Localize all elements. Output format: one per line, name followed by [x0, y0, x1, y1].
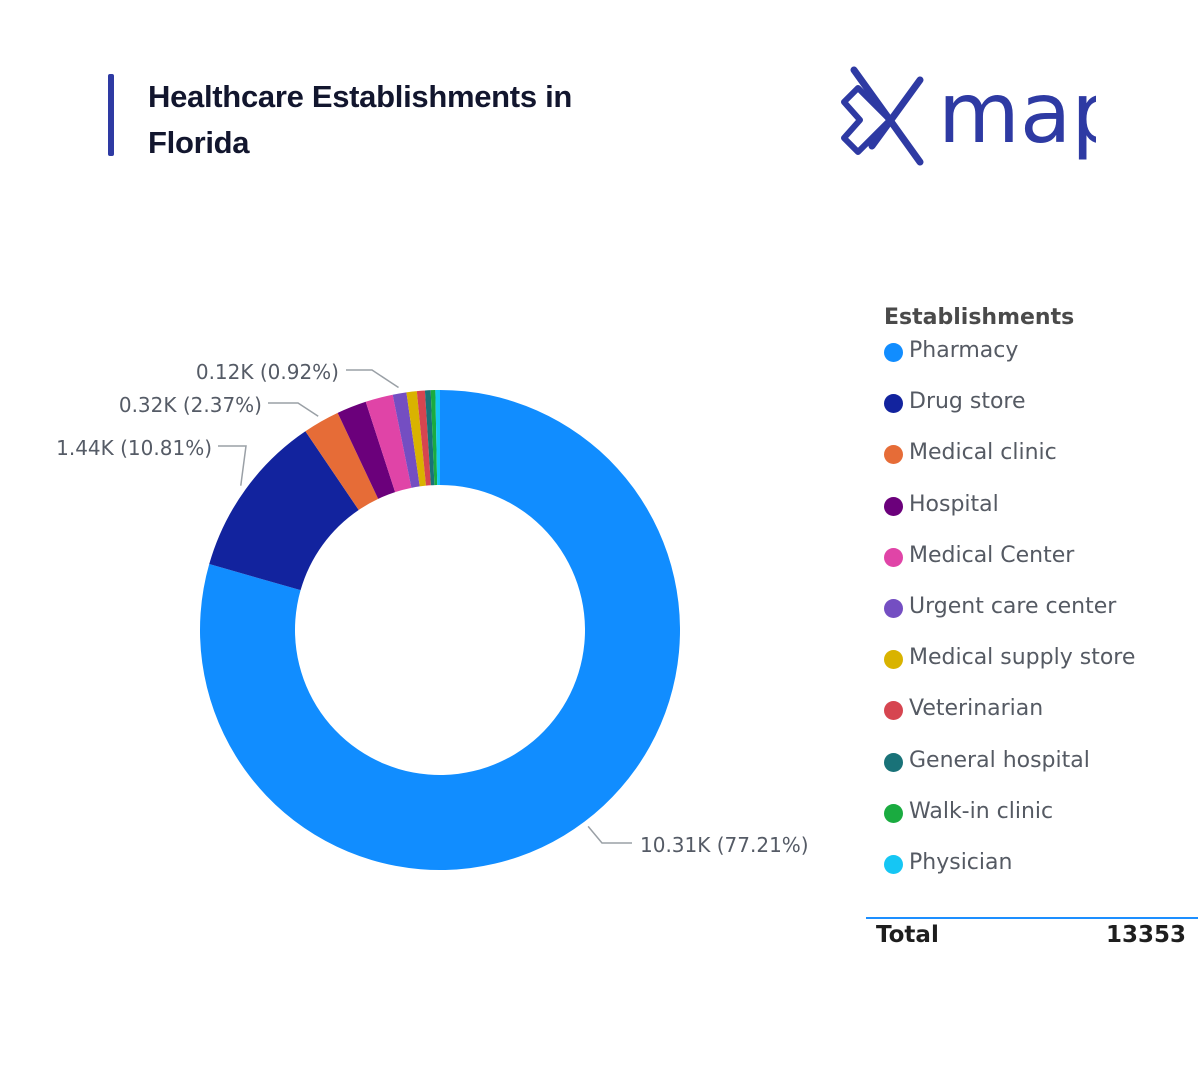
total-value: 13353 — [1105, 922, 1186, 948]
legend-item-medical-clinic[interactable]: Medical clinic — [884, 438, 1194, 489]
donut-slices — [200, 390, 680, 870]
logo-wordmark: map — [938, 64, 1096, 162]
slice-veterinarian[interactable] — [416, 390, 431, 486]
slice-physician[interactable] — [435, 390, 440, 486]
legend-dot-icon — [884, 854, 903, 874]
slice-drug-store[interactable] — [209, 431, 359, 591]
donut-chart: 10.31K (77.21%) 1.44K (10.81%) 0.32K (2.37… — [56, 360, 809, 870]
legend-item-physician[interactable]: Physician — [884, 848, 1194, 899]
legend-label: Veterinarian — [909, 696, 1044, 722]
leader-line-medical-clinic — [268, 402, 319, 417]
legend-items: Pharmacy Drug store Medical clinic Hospital… — [884, 336, 1194, 899]
donut-data-labels: 10.31K (77.21%) 1.44K (10.81%) 0.32K (2.37… — [56, 360, 808, 857]
legend-dot-icon — [884, 445, 903, 465]
legend-label: General hospital — [909, 747, 1090, 773]
data-label-pharmacy: 10.31K (77.21%) — [640, 833, 809, 857]
slice-walk-in-clinic[interactable] — [430, 390, 438, 486]
leader-line-drug-store — [218, 445, 247, 486]
data-label-medical-clinic: 0.32K (2.37%) — [119, 393, 262, 417]
data-label-urgent-care-center: 0.12K (0.92%) — [196, 360, 339, 384]
legend-label: Medical supply store — [909, 645, 1136, 671]
legend-title: Establishments — [884, 305, 1075, 330]
legend-item-drug-store[interactable]: Drug store — [884, 387, 1194, 438]
legend-label: Medical Center — [909, 542, 1075, 568]
legend-item-pharmacy[interactable]: Pharmacy — [884, 336, 1194, 387]
legend-dot-icon — [884, 752, 903, 772]
legend-label: Physician — [909, 849, 1013, 875]
legend-item-general-hospital[interactable]: General hospital — [884, 746, 1194, 797]
total-label: Total — [876, 922, 939, 948]
page-title: Healthcare Establishments in Florida — [148, 79, 573, 160]
slice-medical-supply-store[interactable] — [406, 391, 426, 487]
legend-dot-icon — [884, 650, 903, 670]
legend-item-veterinarian[interactable]: Veterinarian — [884, 694, 1194, 745]
slice-medical-center[interactable] — [365, 394, 412, 493]
legend-label: Drug store — [909, 389, 1026, 415]
legend-item-walk-in-clinic[interactable]: Walk-in clinic — [884, 797, 1194, 848]
x-mark-icon — [841, 66, 924, 166]
legend-dot-icon — [884, 496, 903, 516]
data-label-drug-store: 1.44K (10.81%) — [56, 436, 212, 460]
legend-label: Medical clinic — [909, 440, 1057, 466]
legend-dot-icon — [884, 803, 903, 823]
legend-item-medical-supply-store[interactable]: Medical supply store — [884, 643, 1194, 694]
leader-line-urgent-care-center — [346, 369, 399, 389]
total-divider — [866, 917, 1198, 919]
legend-dot-icon — [884, 547, 903, 567]
legend-label: Urgent care center — [909, 593, 1117, 619]
legend-item-medical-center[interactable]: Medical Center — [884, 541, 1194, 592]
legend-dot-icon — [884, 343, 903, 362]
chart-legend: Establishments Pharmacy Drug store Medical… — [884, 300, 1194, 899]
legend-label: Hospital — [909, 491, 999, 517]
slice-urgent-care-center[interactable] — [392, 392, 420, 488]
xmap-logo: map — [841, 64, 1096, 166]
slice-pharmacy[interactable] — [200, 390, 680, 870]
total-row: Total 13353 — [876, 920, 1186, 950]
slice-medical-clinic[interactable] — [305, 412, 379, 510]
legend-dot-icon — [884, 701, 903, 721]
legend-item-urgent-care-center[interactable]: Urgent care center — [884, 592, 1194, 643]
legend-dot-icon — [884, 394, 903, 414]
legend-item-hospital[interactable]: Hospital — [884, 490, 1194, 541]
legend-dot-icon — [884, 598, 903, 618]
legend-label: Pharmacy — [909, 338, 1019, 363]
legend-label: Walk-in clinic — [909, 798, 1054, 824]
slice-general-hospital[interactable] — [424, 390, 435, 486]
leader-line-pharmacy — [587, 825, 632, 844]
title-accent-bar — [108, 74, 114, 156]
slice-hospital[interactable] — [337, 401, 396, 499]
